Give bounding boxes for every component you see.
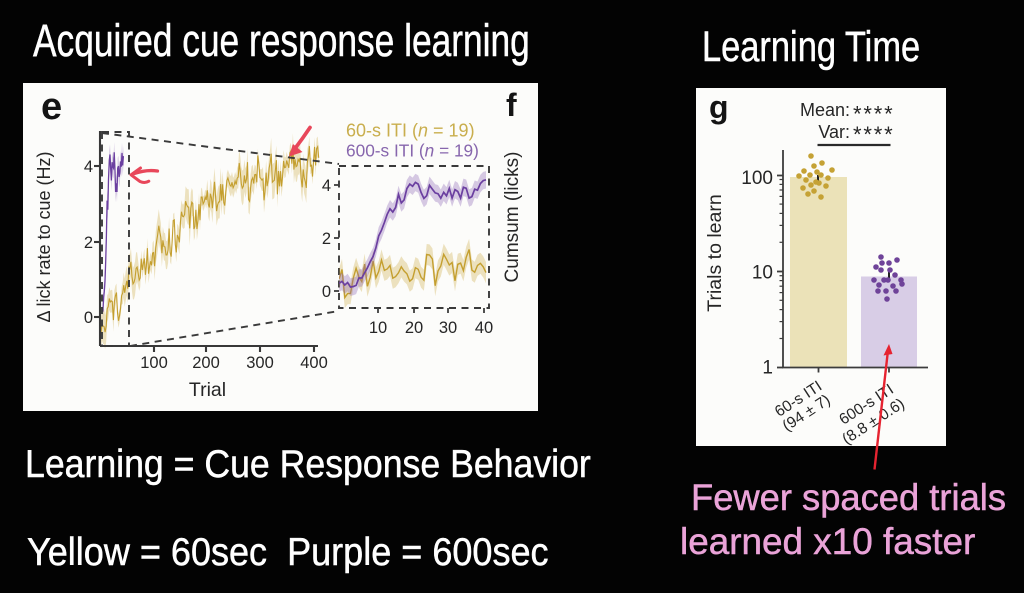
svg-text:100: 100 [140, 354, 168, 372]
svg-text:0: 0 [84, 309, 93, 327]
svg-text:10: 10 [752, 263, 773, 284]
svg-text:g: g [709, 89, 729, 125]
svg-text:20: 20 [405, 319, 423, 337]
svg-text:Δ lick rate to cue (Hz): Δ lick rate to cue (Hz) [34, 151, 54, 322]
svg-text:600-s ITI (n = 19): 600-s ITI (n = 19) [346, 140, 479, 160]
svg-text:Trial: Trial [189, 379, 226, 401]
svg-text:1: 1 [762, 358, 773, 379]
svg-text:4: 4 [322, 177, 331, 195]
svg-text:f: f [506, 87, 517, 123]
svg-text:100: 100 [741, 168, 773, 189]
svg-text:e: e [41, 86, 62, 128]
svg-text:30: 30 [439, 319, 457, 337]
svg-text:400: 400 [300, 354, 328, 372]
svg-text:Cumsum (licks): Cumsum (licks) [502, 152, 523, 283]
svg-text:Trials to learn: Trials to learn [704, 194, 726, 311]
svg-text:Mean:: Mean: [800, 100, 850, 120]
svg-text:2: 2 [84, 234, 93, 252]
svg-text:10: 10 [369, 319, 387, 337]
svg-text:****: **** [853, 102, 894, 127]
svg-text:****: **** [853, 122, 894, 147]
svg-text:40: 40 [475, 319, 493, 337]
svg-text:300: 300 [246, 354, 274, 372]
svg-text:60-s ITI (n = 19): 60-s ITI (n = 19) [346, 121, 475, 141]
svg-text:200: 200 [192, 354, 220, 372]
svg-text:2: 2 [322, 230, 331, 248]
svg-text:0: 0 [322, 283, 331, 301]
svg-text:4: 4 [84, 158, 93, 176]
svg-text:Var:: Var: [818, 122, 850, 142]
